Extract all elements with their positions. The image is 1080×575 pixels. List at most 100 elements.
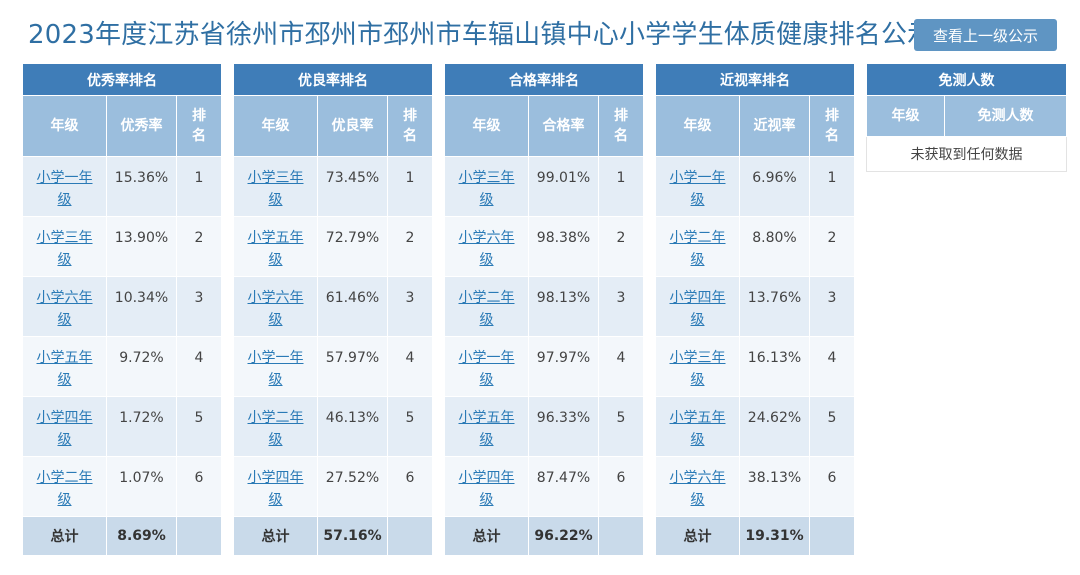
col-header-rank: 排名 — [597, 95, 645, 157]
panel-myopia: 近视率排名 年级 近视率 排名 小学一年级 6.96% 1 小学二年级 8.80% 2 小学四年级 1… — [654, 63, 856, 556]
rank-cell: 6 — [175, 456, 223, 517]
rate-cell: 8.80% — [739, 216, 810, 277]
table-row: 小学二年级 46.13% 5 — [233, 396, 434, 457]
grade-link[interactable]: 小学三年级 — [247, 170, 304, 208]
panel-pass: 合格率排名 年级 合格率 排名 小学三年级 99.01% 1 小学六年级 98.38% 2 小学二年… — [443, 63, 645, 556]
grade-link[interactable]: 小学五年级 — [36, 350, 93, 388]
rank-cell: 1 — [808, 156, 856, 217]
table-row: 小学二年级 1.07% 6 — [22, 456, 223, 517]
grade-cell: 小学六年级 — [233, 276, 318, 337]
grade-cell: 小学六年级 — [444, 216, 529, 277]
rate-cell: 98.13% — [528, 276, 599, 337]
table-row: 小学二年级 8.80% 2 — [655, 216, 856, 277]
grade-link[interactable]: 小学五年级 — [669, 410, 726, 448]
rank-cell: 4 — [808, 336, 856, 397]
ranking-table-good: 优良率排名 年级 优良率 排名 小学三年级 73.45% 1 小学五年级 72.79% 2 小学六年… — [232, 63, 434, 556]
rank-cell: 4 — [386, 336, 434, 397]
grade-cell: 小学一年级 — [22, 156, 107, 217]
col-header-rate: 近视率 — [739, 95, 810, 157]
rank-cell: 2 — [597, 216, 645, 277]
grade-link[interactable]: 小学二年级 — [669, 230, 726, 268]
rate-cell: 6.96% — [739, 156, 810, 217]
grade-link[interactable]: 小学一年级 — [247, 350, 304, 388]
grade-link[interactable]: 小学五年级 — [458, 410, 515, 448]
col-header-rank-text: 排名 — [614, 108, 629, 144]
grade-cell: 小学四年级 — [444, 456, 529, 517]
rank-cell: 5 — [808, 396, 856, 457]
grade-cell: 小学二年级 — [233, 396, 318, 457]
table-row: 小学六年级 10.34% 3 — [22, 276, 223, 337]
rank-cell: 3 — [386, 276, 434, 337]
view-parent-announcement-button[interactable]: 查看上一级公示 — [914, 19, 1057, 51]
grade-cell: 小学一年级 — [233, 336, 318, 397]
table-row: 小学三年级 16.13% 4 — [655, 336, 856, 397]
grade-cell: 小学一年级 — [655, 156, 740, 217]
col-header-rank-text: 排名 — [192, 108, 207, 144]
page-header: 2023年度江苏省徐州市邳州市邳州市车辐山镇中心小学学生体质健康排名公示 查看上… — [0, 0, 1080, 62]
rate-cell: 13.90% — [106, 216, 177, 277]
grade-link[interactable]: 小学五年级 — [247, 230, 304, 268]
grade-link[interactable]: 小学二年级 — [247, 410, 304, 448]
table-row: 小学六年级 38.13% 6 — [655, 456, 856, 517]
total-label: 总计 — [22, 516, 107, 556]
grade-cell: 小学五年级 — [233, 216, 318, 277]
rank-cell: 2 — [808, 216, 856, 277]
total-rank-empty — [597, 516, 645, 556]
grade-link[interactable]: 小学一年级 — [669, 170, 726, 208]
col-header-rank: 排名 — [386, 95, 434, 157]
table-row: 小学五年级 24.62% 5 — [655, 396, 856, 457]
grade-link[interactable]: 小学二年级 — [458, 290, 515, 328]
table-row: 小学四年级 13.76% 3 — [655, 276, 856, 337]
ranking-table-pass: 合格率排名 年级 合格率 排名 小学三年级 99.01% 1 小学六年级 98.38% 2 小学二年… — [443, 63, 645, 556]
rate-cell: 96.33% — [528, 396, 599, 457]
rank-cell: 2 — [175, 216, 223, 277]
table-row: 小学六年级 98.38% 2 — [444, 216, 645, 277]
total-value: 19.31% — [739, 516, 810, 556]
grade-link[interactable]: 小学四年级 — [36, 410, 93, 448]
panel-caption: 合格率排名 — [443, 63, 645, 96]
col-header-grade: 年级 — [444, 95, 529, 157]
grade-link[interactable]: 小学四年级 — [669, 290, 726, 328]
grade-link[interactable]: 小学三年级 — [36, 230, 93, 268]
grade-link[interactable]: 小学四年级 — [458, 470, 515, 508]
table-row: 小学一年级 15.36% 1 — [22, 156, 223, 217]
grade-link[interactable]: 小学六年级 — [36, 290, 93, 328]
rate-cell: 87.47% — [528, 456, 599, 517]
grade-cell: 小学五年级 — [444, 396, 529, 457]
rate-cell: 72.79% — [317, 216, 388, 277]
total-value: 8.69% — [106, 516, 177, 556]
table-row: 小学二年级 98.13% 3 — [444, 276, 645, 337]
ranking-table-myopia: 近视率排名 年级 近视率 排名 小学一年级 6.96% 1 小学二年级 8.80% 2 小学四年级 1… — [654, 63, 856, 556]
rate-cell: 13.76% — [739, 276, 810, 337]
grade-cell: 小学二年级 — [655, 216, 740, 277]
grade-link[interactable]: 小学三年级 — [669, 350, 726, 388]
rate-cell: 9.72% — [106, 336, 177, 397]
grade-link[interactable]: 小学一年级 — [458, 350, 515, 388]
grade-link[interactable]: 小学六年级 — [458, 230, 515, 268]
table-row: 小学五年级 9.72% 4 — [22, 336, 223, 397]
table-row: 小学三年级 99.01% 1 — [444, 156, 645, 217]
panel-caption: 近视率排名 — [654, 63, 856, 96]
grade-link[interactable]: 小学六年级 — [247, 290, 304, 328]
table-row: 小学三年级 73.45% 1 — [233, 156, 434, 217]
grade-link[interactable]: 小学二年级 — [36, 470, 93, 508]
panel-caption: 优秀率排名 — [21, 63, 223, 96]
rate-cell: 24.62% — [739, 396, 810, 457]
total-row: 总计 96.22% — [444, 516, 645, 556]
col-header-rank-text: 排名 — [403, 108, 418, 144]
rate-cell: 15.36% — [106, 156, 177, 217]
total-row: 总计 8.69% — [22, 516, 223, 556]
grade-cell: 小学五年级 — [22, 336, 107, 397]
rate-cell: 1.07% — [106, 456, 177, 517]
grade-cell: 小学三年级 — [655, 336, 740, 397]
table-row: 小学一年级 97.97% 4 — [444, 336, 645, 397]
total-rank-empty — [386, 516, 434, 556]
rate-cell: 98.38% — [528, 216, 599, 277]
grade-link[interactable]: 小学六年级 — [669, 470, 726, 508]
grade-link[interactable]: 小学四年级 — [247, 470, 304, 508]
grade-link[interactable]: 小学三年级 — [458, 170, 515, 208]
col-header-rate: 优良率 — [317, 95, 388, 157]
rank-cell: 1 — [597, 156, 645, 217]
grade-link[interactable]: 小学一年级 — [36, 170, 93, 208]
table-row: 小学一年级 57.97% 4 — [233, 336, 434, 397]
